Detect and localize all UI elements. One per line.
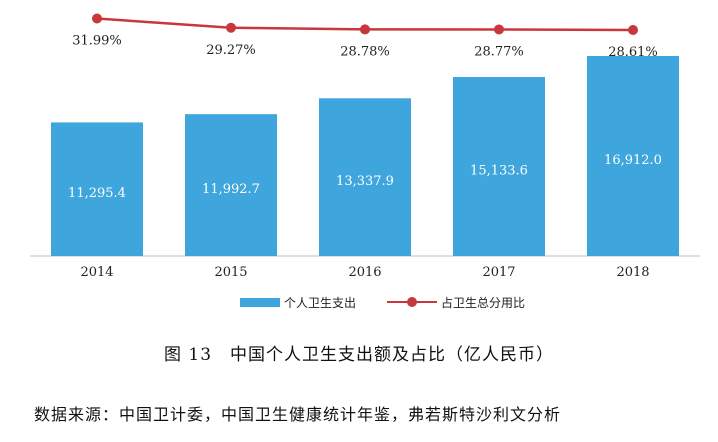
line-point-2018 [628, 25, 638, 36]
bar-2016 [319, 98, 411, 256]
line-point-2016 [360, 24, 370, 35]
chart-title: 图 13 中国个人卫生支出额及占比（亿人民币） [163, 345, 555, 365]
line-value-label: 31.99% [72, 34, 122, 49]
bar-2018 [587, 56, 679, 256]
x-tick-label: 2016 [348, 265, 381, 280]
line-value-label: 28.78% [340, 44, 390, 59]
legend-item-line: 占卫生总分用比 [387, 290, 525, 314]
bar-value-label: 15,133.6 [470, 164, 528, 179]
bar-value-label: 11,295.4 [68, 186, 126, 201]
line-point-2017 [494, 24, 504, 35]
x-tick-label: 2018 [616, 265, 649, 280]
source-note: 数据来源：中国卫计委，中国卫生健康统计年鉴，弗若斯特沙利文分析 [34, 405, 562, 424]
line-value-label: 28.61% [608, 45, 658, 60]
bar-value-label: 16,912.0 [604, 153, 662, 168]
line-value-label: 28.77% [474, 44, 524, 59]
bar-2017 [453, 77, 545, 256]
legend-item-bar: 个人卫生支出 [240, 290, 356, 314]
line-point-2014 [92, 13, 102, 24]
legend-bar-swatch [240, 297, 280, 307]
x-tick-label: 2015 [214, 265, 247, 280]
line-series: 31.99% 29.27% 28.78% 28.77% 28.61% [72, 13, 658, 60]
chart: 11,295.4 11,992.7 13,337.9 15,133.6 16,912.0… [30, 13, 700, 280]
x-tick-label: 2014 [80, 265, 113, 280]
legend: 个人卫生支出 占卫生总分用比 [0, 290, 718, 314]
legend-line-label: 占卫生总分用比 [441, 295, 526, 310]
bar-2014 [51, 122, 143, 256]
line-point-2015 [226, 22, 236, 33]
x-tick-label: 2017 [482, 265, 515, 280]
line-value-label: 29.27% [206, 43, 256, 58]
legend-bar-label: 个人卫生支出 [284, 295, 357, 310]
legend-line-swatch [387, 290, 437, 314]
bar-value-label: 13,337.9 [336, 174, 394, 189]
x-tick-labels: 2014 2015 2016 2017 2018 [80, 265, 649, 280]
bar-series: 11,295.4 11,992.7 13,337.9 15,133.6 16,912.0 [51, 56, 679, 256]
bar-value-label: 11,992.7 [202, 182, 260, 197]
bar-2015 [185, 114, 277, 256]
